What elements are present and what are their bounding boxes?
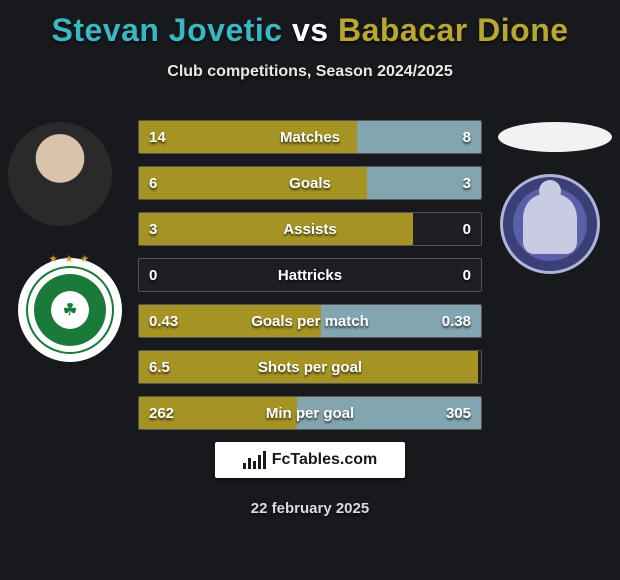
player2-avatar [498, 122, 612, 152]
metric-row: 6.5Shots per goal [138, 350, 482, 384]
metric-row: 63Goals [138, 166, 482, 200]
metric-label: Min per goal [139, 397, 481, 429]
player2-name: Babacar Dione [338, 12, 569, 48]
club1-ring-icon: ☘ [34, 274, 106, 346]
comparison-chart: 148Matches 63Goals 30Assists 00Hattricks 0.4… [138, 120, 482, 442]
player1-name: Stevan Jovetic [51, 12, 282, 48]
metric-row: 262305Min per goal [138, 396, 482, 430]
vs-text: vs [283, 12, 338, 48]
subtitle: Club competitions, Season 2024/2025 [0, 63, 620, 81]
metric-row: 30Assists [138, 212, 482, 246]
club1-stars-icon: ★ ★ ★ [18, 254, 122, 265]
metric-row: 148Matches [138, 120, 482, 154]
metric-row: 0.430.38Goals per match [138, 304, 482, 338]
metric-label: Shots per goal [139, 351, 481, 383]
club2-figure-icon [523, 194, 577, 254]
metric-row: 00Hattricks [138, 258, 482, 292]
metric-label: Assists [139, 213, 481, 245]
metric-label: Hattricks [139, 259, 481, 291]
player2-club-badge [500, 174, 600, 274]
brand-bars-icon [243, 451, 266, 469]
metric-label: Goals per match [139, 305, 481, 337]
snapshot-date: 22 february 2025 [0, 500, 620, 517]
metric-label: Goals [139, 167, 481, 199]
player1-club-badge: ☘ [18, 258, 122, 362]
brand-badge[interactable]: FcTables.com [215, 442, 405, 478]
page-title: Stevan Jovetic vs Babacar Dione [0, 0, 620, 49]
metric-label: Matches [139, 121, 481, 153]
club1-shamrock-icon: ☘ [51, 291, 89, 329]
brand-text: FcTables.com [272, 451, 378, 469]
player1-avatar [8, 122, 112, 226]
